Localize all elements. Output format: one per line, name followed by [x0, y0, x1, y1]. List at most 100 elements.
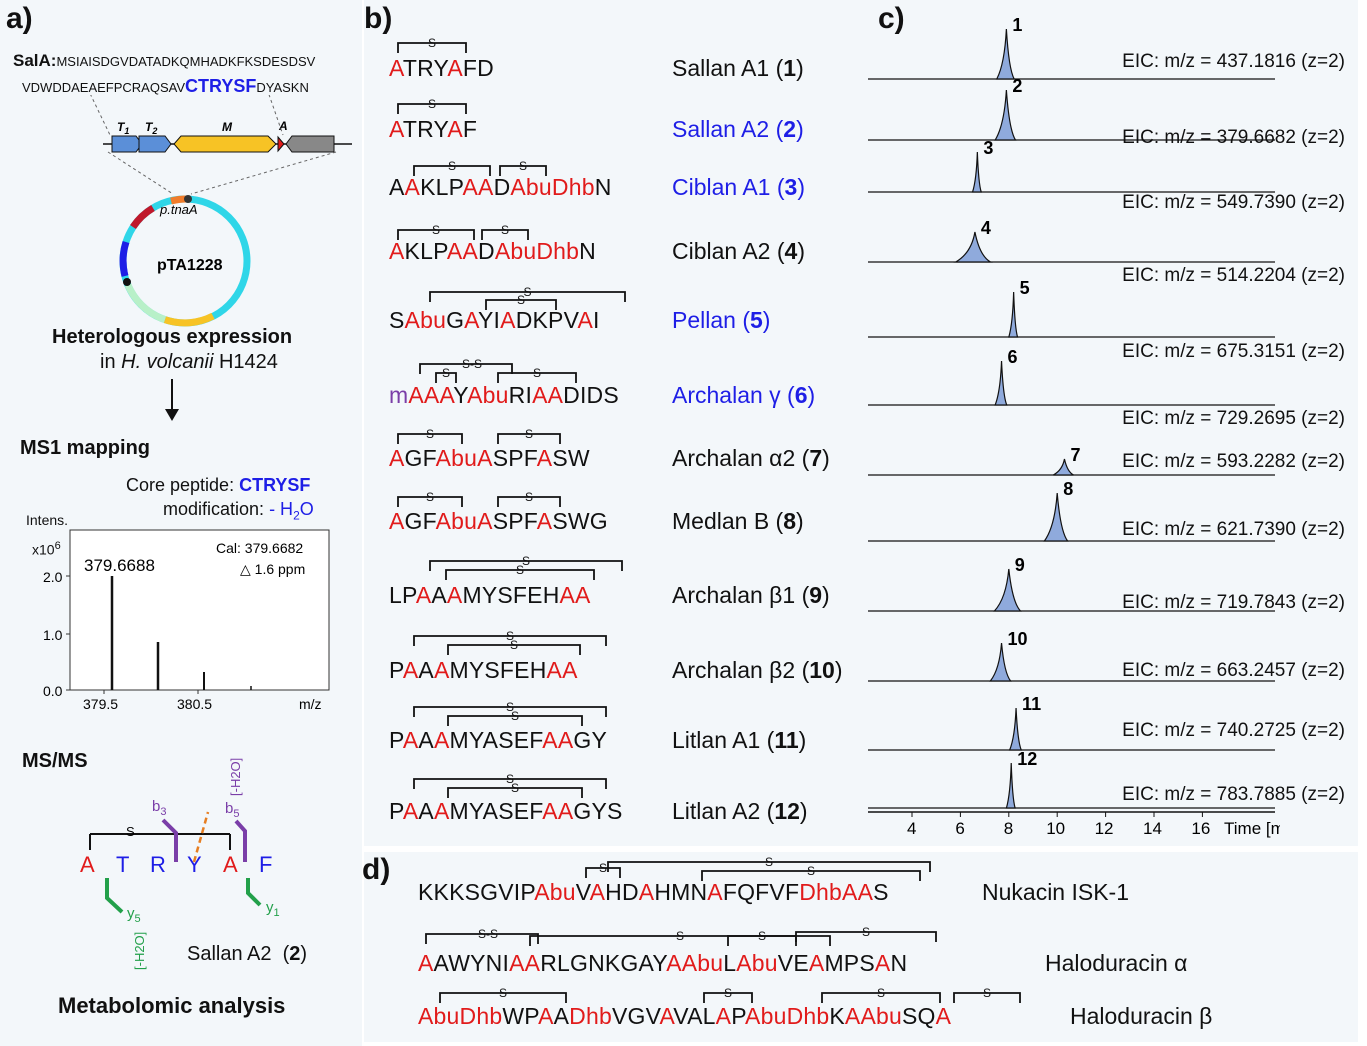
residue-segment: Abu — [435, 445, 478, 471]
bridge-row-6 — [419, 363, 513, 374]
bridge-row-12 — [447, 787, 583, 798]
msms-compound-label: Sallan A2 (2) — [187, 943, 308, 965]
sala-prefix: SalA: — [13, 51, 57, 70]
eic-peak-number-3: 3 — [983, 138, 993, 158]
residue-segment: A — [418, 657, 434, 683]
cleavage-line — [192, 811, 210, 863]
residue-segment: TRY — [402, 55, 448, 81]
time-axis-tick-label: 12 — [1095, 819, 1114, 838]
time-axis-tick-label: 16 — [1191, 819, 1210, 838]
sala-line2-post: DYASKN — [256, 80, 309, 95]
residue-segment: YI — [478, 307, 501, 333]
bridge-label: S — [442, 366, 450, 380]
sala-line1-rest: MSIAISDGVDATADKQMHADKFKSDESDSV — [56, 54, 316, 69]
gene-m-arrow — [173, 135, 277, 153]
eic-peak-7 — [1052, 458, 1074, 476]
peptide-sequence-6: mAAAYAbuRIAADIDS — [389, 382, 619, 409]
bridge-label: S — [501, 223, 509, 237]
lanthipeptide-name-2: Haloduracin α — [1045, 950, 1188, 976]
residue-segment: TRY — [402, 116, 448, 142]
residue-segment: KLP — [420, 174, 463, 200]
ms1-title: MS1 mapping — [20, 437, 151, 459]
residue-segment: A — [389, 508, 405, 534]
residue-segment: D — [493, 174, 511, 200]
residue-segment: WP — [502, 1003, 539, 1029]
msms-s-label: S — [126, 824, 135, 839]
y5-mod-label: [-H2O] — [132, 932, 147, 970]
peptide-name-9: Archalan β1 (9) — [672, 582, 830, 608]
sala-core-peptide: CTRYSF — [185, 76, 257, 96]
eic-peak-number-7: 7 — [1070, 445, 1080, 465]
core-peptide-line: Core peptide: CTRYSF — [126, 475, 311, 495]
bridge-label: S — [432, 223, 440, 237]
residue-segment: FD — [462, 55, 494, 81]
residue-segment: Abu — [435, 508, 478, 534]
bridge-label: S — [511, 709, 519, 723]
residue-segment: A — [418, 798, 434, 824]
residue-segment: A — [433, 657, 450, 683]
residue-segment: DIDS — [563, 382, 619, 408]
bridge-label: S — [511, 781, 519, 795]
bridge-d-row-2 — [529, 935, 831, 946]
bridge-label: S — [426, 490, 434, 504]
residue-segment: Abu — [736, 950, 778, 976]
gene-a-arrow — [277, 135, 285, 153]
residue-segment: A — [389, 55, 403, 81]
eic-peak-number-11: 11 — [1022, 694, 1041, 714]
residue-segment: A — [808, 950, 825, 976]
residue-segment: A — [707, 879, 723, 905]
residue-segment: VGV — [611, 1003, 660, 1029]
bridge-label: S — [599, 861, 607, 875]
intens-label: Intens. — [26, 512, 69, 528]
msms-title: MS/MS — [22, 750, 88, 772]
panel-a-label: a) — [6, 2, 33, 35]
residue-segment: A — [389, 238, 405, 264]
sala-sequence-line2: VDWDDAEAEFPCRAQSAVCTRYSFDYASKN — [22, 76, 309, 97]
residue-segment: AA — [542, 798, 574, 824]
bridge-label: S — [524, 285, 532, 299]
residue-segment: Abu — [534, 879, 576, 905]
residue-segment: AWYNI — [433, 950, 510, 976]
ms1-spectrum: 2.0 1.0 0.0 379.5 380.5 m/z 379.6688 Cal… — [43, 529, 330, 712]
residue-segment: HD — [605, 879, 639, 905]
residue-segment: AbuDhb — [745, 1003, 830, 1029]
residue-segment: S — [873, 879, 889, 905]
residue-segment: A — [477, 508, 493, 534]
bridge-row-11 — [447, 715, 583, 726]
residue-segment: A — [638, 879, 655, 905]
eic-peak-number-5: 5 — [1020, 278, 1030, 298]
residue-segment: A — [418, 950, 434, 976]
time-axis-tick-label: 4 — [907, 819, 916, 838]
residue-segment: A — [402, 727, 419, 753]
residue-segment: A — [659, 1003, 674, 1029]
eic-label-1: EIC: m/z = 437.1816 (z=2) — [1122, 51, 1345, 72]
y1-fragment-line — [246, 878, 262, 907]
bridge-d-row-1 — [607, 861, 931, 872]
residue-segment: AA — [509, 950, 541, 976]
bridge-label: S — [426, 427, 434, 441]
residue-segment: A — [553, 1003, 570, 1029]
bridge-row-7 — [397, 433, 463, 444]
bridge-label: S — [877, 986, 885, 1000]
time-axis-tick-label: 14 — [1143, 819, 1162, 838]
residue-segment: AA — [546, 657, 578, 683]
peptide-sequence-2: ATRYAF — [389, 116, 477, 143]
panel-d-label: d) — [362, 853, 391, 886]
bridge-label: S — [983, 986, 991, 1000]
eic-peak-number-9: 9 — [1015, 555, 1025, 575]
peptide-sequence-9: LPAAAMYSFEHAA — [389, 582, 591, 609]
lanthipeptide-name-1: Nukacin ISK-1 — [982, 879, 1130, 905]
residue-segment: LP — [389, 582, 416, 608]
bridge-label: S — [525, 427, 533, 441]
residue-segment: GF — [404, 508, 436, 534]
bgc-diagram: T1 T2 M A p.tnaA pTA1228 — [90, 95, 352, 327]
bridge-row-8 — [497, 496, 561, 507]
msms-res-a2: A — [223, 852, 238, 877]
residue-segment: GF — [404, 445, 436, 471]
b5-fragment-line — [234, 819, 247, 862]
residue-segment: V — [575, 879, 590, 905]
residue-segment: A — [874, 950, 891, 976]
eic-peak-9 — [993, 568, 1022, 612]
residue-segment: A — [477, 445, 493, 471]
